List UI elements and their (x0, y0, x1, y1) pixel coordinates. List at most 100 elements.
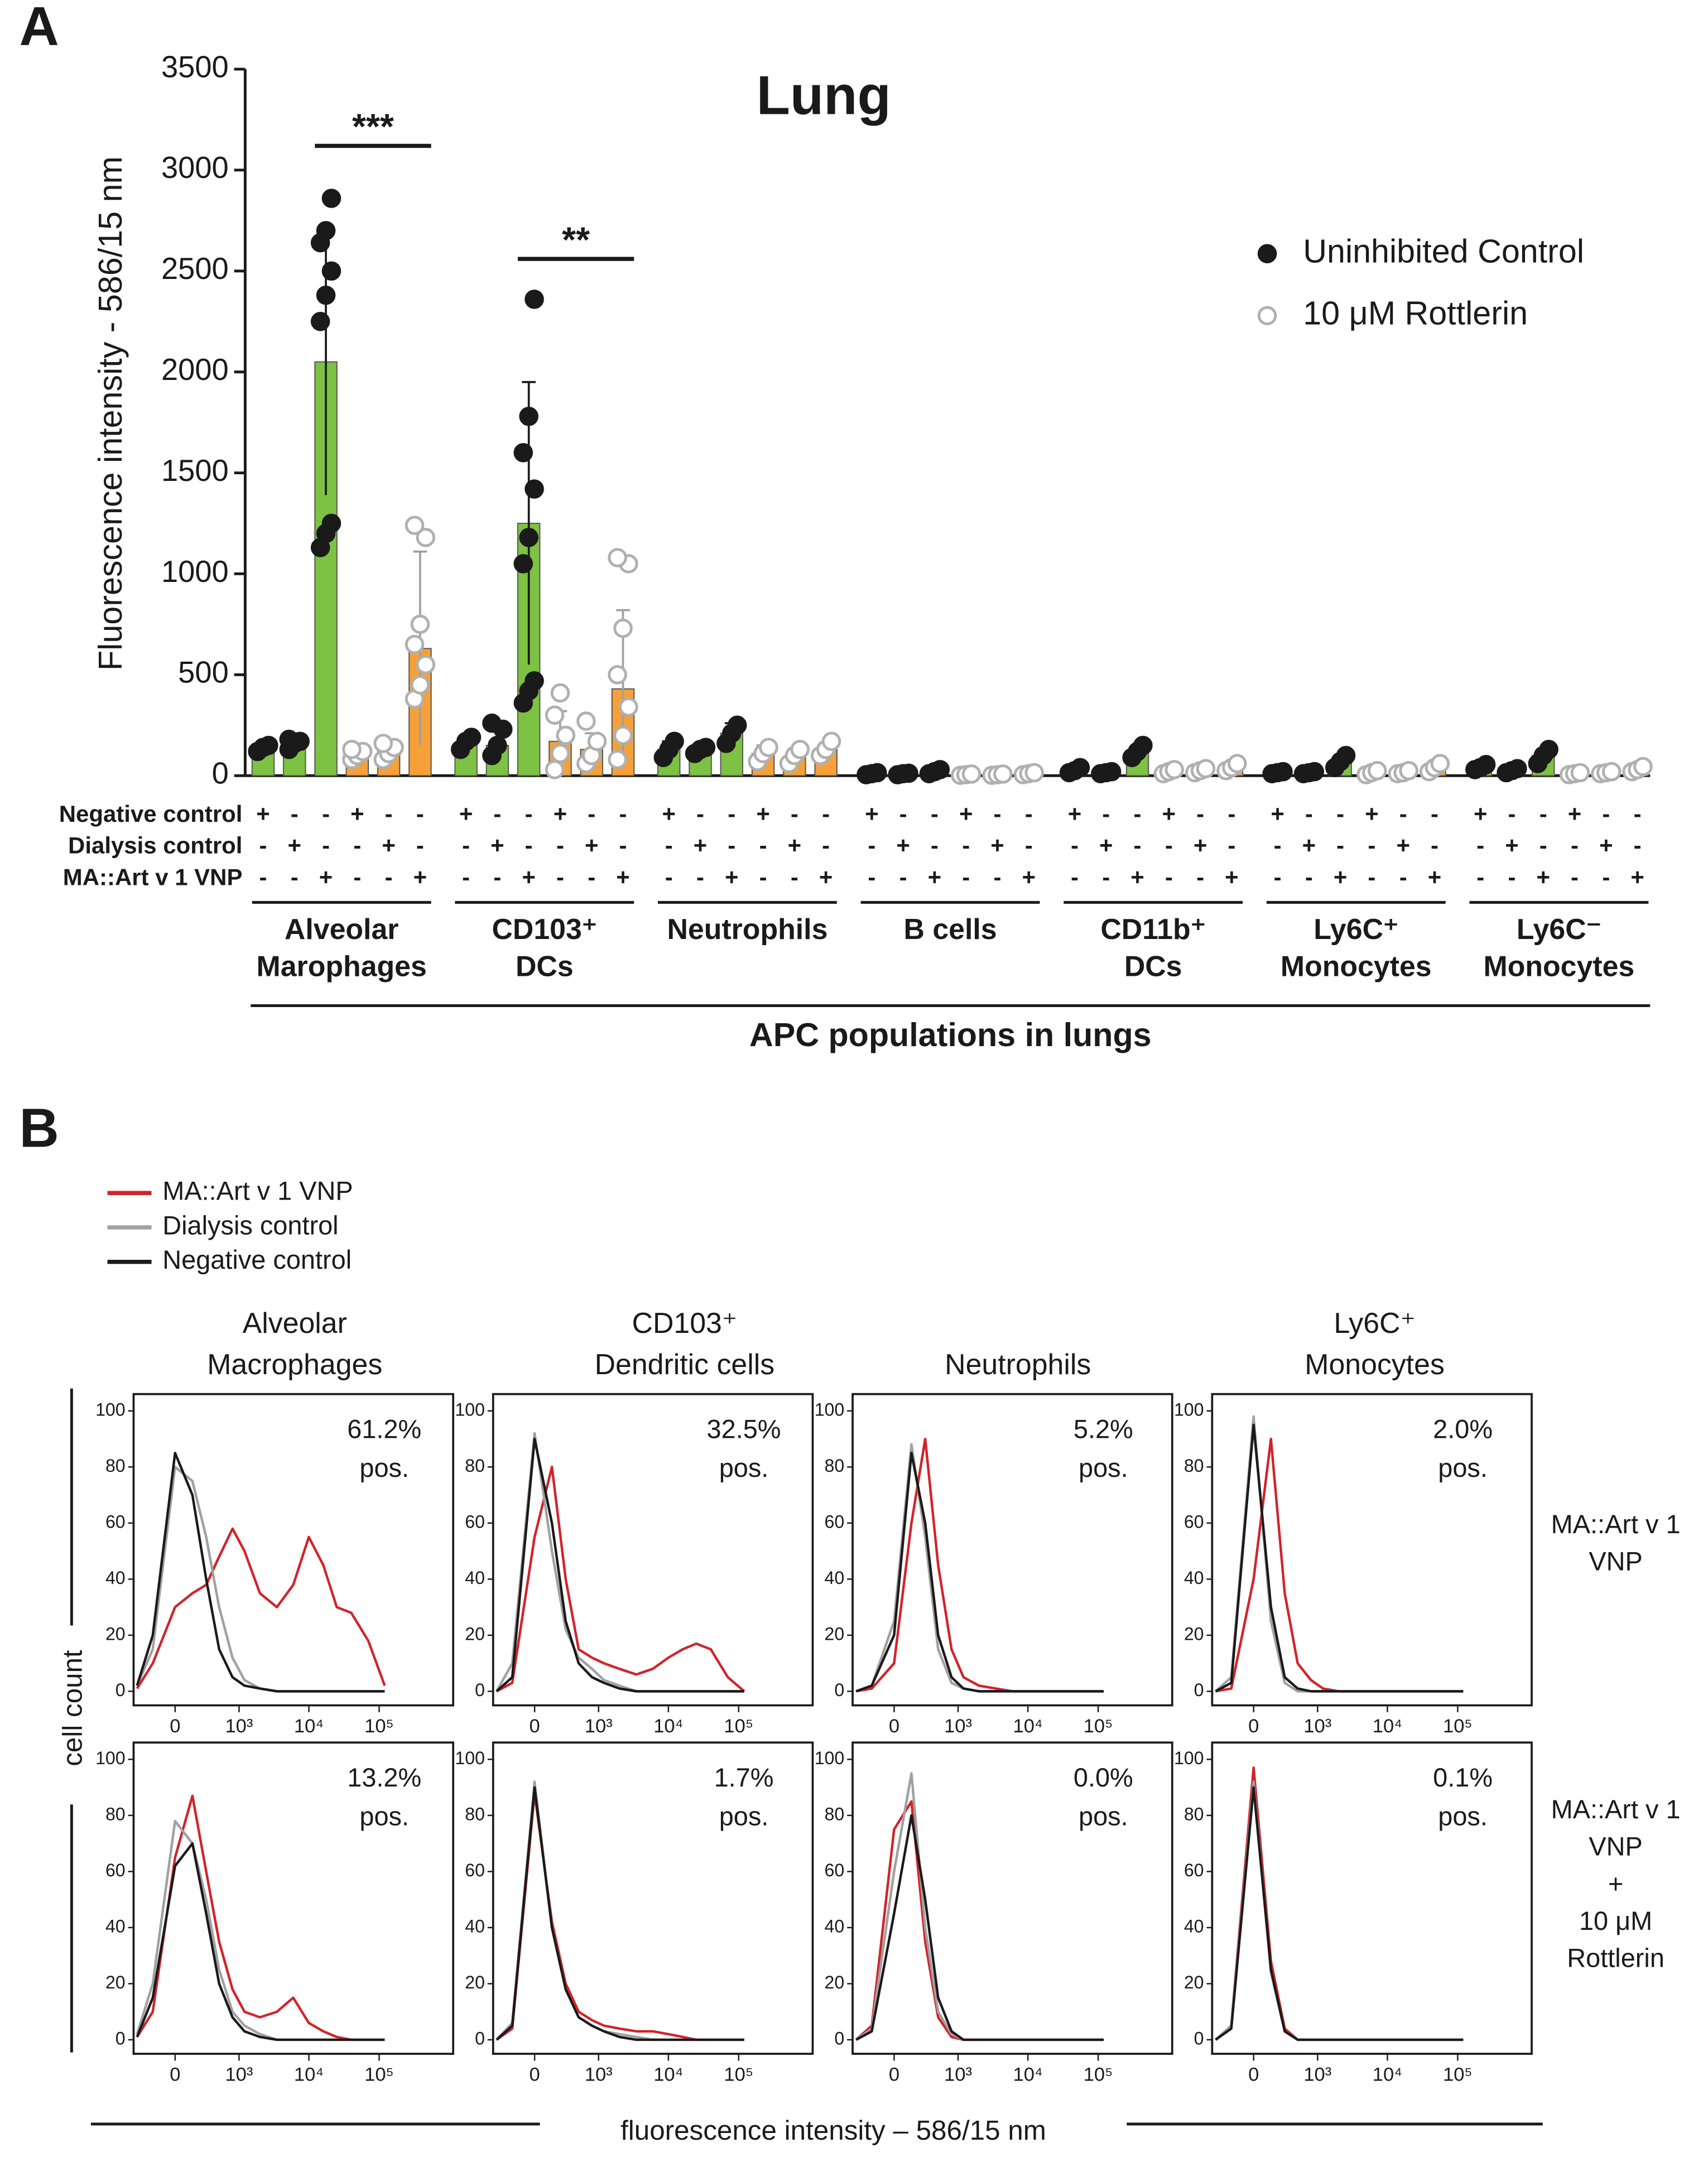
data-point (1165, 760, 1184, 779)
data-point (899, 763, 918, 783)
x-tick-label: 10⁵ (1084, 2064, 1113, 2086)
histogram-curve (495, 1792, 744, 2041)
condition-sign: - (1476, 864, 1484, 890)
data-point (373, 734, 393, 753)
annotation: pos. (1079, 1453, 1128, 1482)
plot-frame (492, 1741, 814, 2055)
condition-sign: - (525, 801, 533, 827)
condition-sign: + (1225, 864, 1239, 890)
data-point (1336, 745, 1356, 765)
data-point (1570, 763, 1590, 783)
data-point (1133, 735, 1153, 755)
condition-sign: + (413, 864, 427, 890)
condition-sign: - (696, 801, 704, 827)
group-label: DCs (516, 950, 574, 983)
condition-sign: - (462, 832, 470, 859)
condition-sign: - (1368, 864, 1375, 890)
condition-sign: - (899, 864, 907, 890)
x-tick-label: 10³ (585, 2064, 613, 2086)
data-point (576, 711, 596, 731)
x-tick-label: 10³ (944, 2064, 972, 2086)
condition-sign: + (756, 801, 770, 827)
histogram-curve (1215, 1437, 1464, 1693)
data-point (993, 764, 1013, 784)
condition-sign: - (1025, 832, 1033, 859)
legend-label: 10 μM Rottlerin (1303, 294, 1528, 331)
condition-sign: - (1165, 832, 1173, 859)
data-point (1508, 759, 1527, 778)
condition-sign: + (490, 832, 504, 859)
data-point (1633, 757, 1653, 777)
data-point (310, 311, 330, 331)
data-point (1196, 759, 1216, 778)
data-point (1539, 739, 1558, 759)
condition-sign: + (288, 832, 302, 859)
legend-label: Negative control (162, 1245, 352, 1274)
data-point (1024, 763, 1044, 783)
condition-sign: - (1102, 801, 1110, 827)
y-tick-label: 0 (1194, 1680, 1204, 1700)
plot-frame (1211, 1741, 1533, 2055)
condition-sign: - (525, 832, 533, 859)
histogram-curve (855, 1772, 1104, 2041)
significance-label: *** (352, 107, 394, 147)
condition-sign: + (1162, 801, 1176, 827)
y-tick-label: 0 (116, 1680, 126, 1700)
panel-label: A (20, 0, 59, 57)
histogram-curve (136, 1466, 385, 1693)
condition-sign: - (259, 864, 267, 890)
row-label: + (1608, 1869, 1623, 1898)
data-point (1070, 758, 1090, 778)
histogram-curve (1215, 1780, 1464, 2041)
condition-sign: - (931, 801, 939, 827)
data-point (613, 725, 633, 745)
y-tick-label: 2500 (161, 252, 229, 286)
y-tick-label: 60 (465, 1860, 485, 1880)
x-tick-label: 10⁴ (653, 2064, 683, 2086)
condition-sign: - (728, 832, 735, 859)
y-tick-label: 1500 (161, 454, 229, 488)
annotation: 32.5% (707, 1415, 781, 1444)
x-tick-label: 10³ (944, 1716, 972, 1737)
data-point (545, 760, 565, 779)
x-tick-label: 0 (889, 1716, 899, 1737)
condition-sign: - (931, 832, 939, 859)
group-label: B cells (903, 913, 997, 945)
x-tick-label: 0 (170, 2064, 180, 2086)
condition-sign: + (788, 832, 802, 859)
data-point (613, 618, 633, 638)
condition-sign: + (694, 832, 708, 859)
data-point (821, 731, 841, 752)
y-tick-label: 40 (1184, 1916, 1204, 1936)
column-title: Alveolar (243, 1307, 347, 1339)
data-point (482, 713, 502, 733)
histogram-curve (136, 1527, 386, 1689)
data-point (316, 221, 336, 240)
condition-sign: - (899, 801, 907, 827)
condition-sign: - (1336, 832, 1344, 859)
condition-sign: + (1474, 801, 1487, 827)
y-tick-label: 0 (834, 1680, 844, 1700)
plot-frame (492, 1393, 814, 1707)
condition-sign: - (791, 801, 798, 827)
condition-sign: - (962, 832, 970, 859)
legend-label: Dialysis control (162, 1211, 338, 1240)
condition-sign: + (350, 801, 364, 827)
y-tick-label: 0 (475, 2028, 485, 2048)
y-tick-label: 60 (465, 1511, 485, 1532)
data-point (519, 528, 538, 547)
data-point (867, 763, 887, 783)
x-tick-label: 10³ (1303, 2064, 1331, 2086)
data-point (587, 731, 607, 752)
condition-sign: - (1634, 801, 1642, 827)
y-tick-label: 100 (455, 1399, 485, 1419)
condition-sign: - (1368, 832, 1375, 859)
data-point (665, 731, 684, 752)
histogram-curve (1215, 1415, 1464, 1693)
group-label: Neutrophils (667, 913, 827, 945)
condition-sign: - (1539, 801, 1547, 827)
data-point (727, 715, 747, 735)
annotation: pos. (1438, 1802, 1488, 1831)
condition-sign: - (1336, 801, 1344, 827)
data-point (342, 739, 362, 759)
